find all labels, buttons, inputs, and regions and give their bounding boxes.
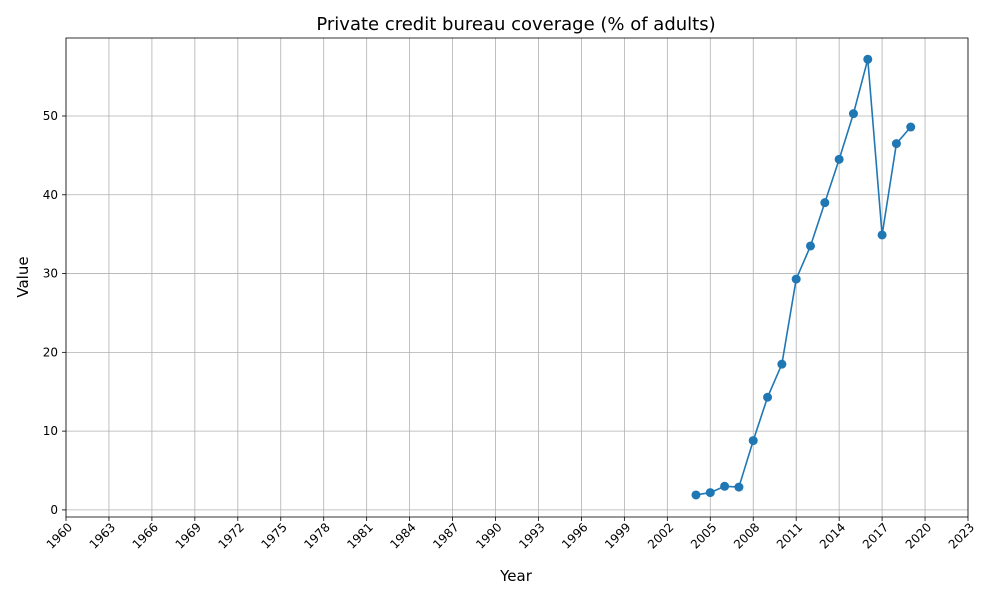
x-tick-label: 2020 <box>903 520 934 551</box>
x-tick-label: 1987 <box>430 520 461 551</box>
y-tick-label: 10 <box>43 424 58 438</box>
x-axis-label: Year <box>499 567 533 585</box>
x-tick-label: 1975 <box>258 520 289 551</box>
data-point <box>891 139 901 149</box>
x-tick-label: 1981 <box>344 520 375 551</box>
data-point <box>848 109 858 119</box>
x-tick-label: 2005 <box>688 520 719 551</box>
x-tick-label: 2011 <box>774 520 805 551</box>
x-axis-ticks: 1960 1963 1966 1969 1972 1975 1978 1981 1984 1987… <box>44 517 977 552</box>
y-axis-label: Value <box>14 256 32 297</box>
y-tick-label: 40 <box>43 188 58 202</box>
y-tick-label: 50 <box>43 109 58 123</box>
data-point <box>777 359 787 369</box>
y-tick-label: 20 <box>43 345 58 359</box>
x-tick-label: 2002 <box>645 520 676 551</box>
series-line <box>695 59 912 496</box>
x-tick-label: 1969 <box>173 520 204 551</box>
x-tick-label: 1984 <box>387 520 418 551</box>
data-point <box>877 230 887 240</box>
data-point <box>705 488 715 498</box>
y-tick-label: 30 <box>43 267 58 281</box>
x-tick-label: 1966 <box>130 520 161 551</box>
data-point <box>748 436 758 446</box>
data-point <box>806 241 816 251</box>
x-tick-label: 2023 <box>946 520 977 551</box>
data-point <box>834 154 844 164</box>
x-tick-label: 2008 <box>731 520 762 551</box>
x-tick-label: 2014 <box>817 520 848 551</box>
data-point <box>791 274 801 284</box>
x-tick-label: 1999 <box>602 520 633 551</box>
x-tick-label: 1972 <box>216 520 247 551</box>
data-point <box>820 198 830 208</box>
x-tick-label: 2017 <box>860 520 891 551</box>
data-point <box>763 392 773 402</box>
series-layer <box>691 54 916 500</box>
x-tick-label: 1990 <box>473 520 504 551</box>
y-axis-ticks: 0 10 20 30 40 50 <box>43 109 66 517</box>
chart-title: Private credit bureau coverage (% of adu… <box>316 14 715 35</box>
x-tick-label: 1960 <box>44 520 75 551</box>
plot-frame <box>65 37 969 518</box>
x-tick-label: 1993 <box>516 520 547 551</box>
data-point <box>734 482 744 492</box>
grid <box>65 38 969 517</box>
data-point <box>720 481 730 491</box>
x-tick-label: 1963 <box>87 520 118 551</box>
y-tick-label: 0 <box>50 503 58 517</box>
data-point <box>691 490 701 500</box>
x-tick-label: 1996 <box>559 520 590 551</box>
data-point <box>906 122 916 132</box>
data-point <box>863 54 873 64</box>
x-tick-label: 1978 <box>301 520 332 551</box>
